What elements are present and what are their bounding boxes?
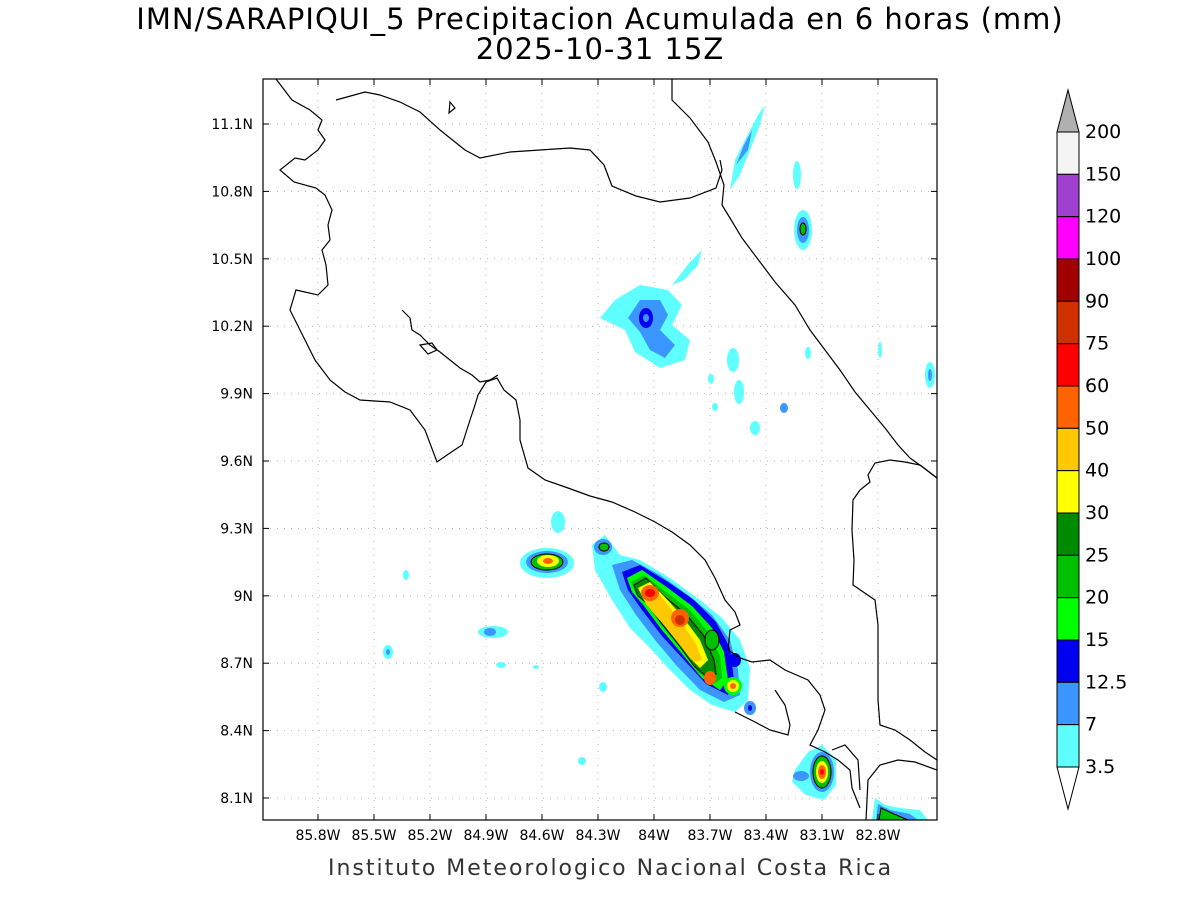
longitude-labels: 85.8W 85.5W 85.2W 84.9W 84.6W 84.3W 84W 83.7W 83… — [295, 79, 901, 844]
precip-cell-southeast — [792, 745, 928, 820]
map-datetime: 2025-10-31 15Z — [475, 32, 725, 66]
colorbar-top-arrow — [1056, 88, 1080, 133]
colorbar-label: 200 — [1085, 121, 1121, 143]
precipitation-fields — [383, 105, 935, 820]
colorbar-label: 90 — [1085, 290, 1109, 312]
lon-label: 85.2W — [407, 828, 452, 844]
colorbar-label: 25 — [1085, 544, 1109, 566]
colorbar-swatch — [1056, 512, 1080, 556]
lon-label: 85.5W — [351, 828, 396, 844]
colorbar-swatch — [1056, 131, 1080, 175]
lat-label: 8.1N — [220, 791, 253, 807]
lat-label: 9.9N — [220, 387, 253, 403]
colorbar-label: 75 — [1085, 333, 1109, 355]
latitude-labels: 11.1N 10.8N 10.5N 10.2N 9.9N 9.6N 9.3N 9N 8.7N 8.… — [211, 117, 937, 807]
lon-label: 85.8W — [295, 828, 340, 844]
colorbar-swatch — [1056, 681, 1080, 726]
lat-label: 9.6N — [220, 454, 253, 470]
colorbar-swatch — [1056, 173, 1080, 218]
precip-cell-central — [600, 250, 935, 435]
lon-label: 84.6W — [519, 828, 564, 844]
colorbar-label: 60 — [1085, 375, 1109, 397]
colorbar-label: 3.5 — [1085, 756, 1115, 778]
lat-label: 11.1N — [211, 117, 253, 133]
lon-label: 84.9W — [463, 828, 508, 844]
colorbar-swatch — [1056, 554, 1080, 599]
colorbar-swatch — [1056, 724, 1080, 768]
colorbar-label: 40 — [1085, 460, 1109, 482]
plot-frame — [262, 78, 938, 821]
precip-cell-west — [383, 511, 607, 765]
lat-label: 8.4N — [220, 724, 253, 740]
lon-label: 83.1W — [799, 828, 844, 844]
colorbar-swatch — [1056, 639, 1080, 683]
colorbar-label: 120 — [1085, 206, 1121, 228]
lat-label: 10.5N — [211, 252, 253, 268]
colorbar-swatch — [1056, 300, 1080, 345]
colorbar-label: 20 — [1085, 587, 1109, 609]
coastlines — [275, 79, 937, 820]
precip-cell-north-2 — [793, 161, 812, 250]
lat-label: 9.3N — [220, 521, 253, 537]
colorbar-label: 12.5 — [1085, 671, 1127, 693]
lat-label: 10.2N — [211, 319, 253, 335]
lon-label: 84.3W — [575, 828, 620, 844]
lat-label: 8.7N — [220, 656, 253, 672]
lat-label: 10.8N — [211, 184, 253, 200]
colorbar-swatch — [1056, 470, 1080, 514]
colorbar-label: 50 — [1085, 417, 1109, 439]
colorbar-label: 100 — [1085, 248, 1121, 270]
colorbar-swatch — [1056, 427, 1080, 472]
colorbar-swatch — [1056, 385, 1080, 429]
colorbar-label: 7 — [1085, 714, 1097, 736]
colorbar-swatch — [1056, 258, 1080, 302]
colorbar-swatch — [1056, 216, 1080, 260]
lon-label: 83.4W — [743, 828, 788, 844]
map-title: IMN/SARAPIQUI_5 Precipitacion Acumulada … — [136, 2, 1064, 36]
colorbar: 200 150 120 100 90 75 60 50 40 30 25 20 15 12.5 7 3.5 — [1056, 88, 1127, 811]
colorbar-label: 15 — [1085, 629, 1109, 651]
lon-label: 84W — [638, 828, 670, 844]
lon-label: 82.8W — [855, 828, 900, 844]
grid-lines — [263, 79, 937, 820]
colorbar-swatch — [1056, 597, 1080, 641]
colorbar-label: 150 — [1085, 163, 1121, 185]
colorbar-label: 30 — [1085, 502, 1109, 524]
lat-label: 9N — [234, 589, 253, 605]
footer-credit: Instituto Meteorologico Nacional Costa R… — [328, 856, 894, 881]
lon-label: 83.7W — [687, 828, 732, 844]
precip-cell-north-1 — [730, 105, 765, 190]
colorbar-bottom-arrow — [1056, 766, 1080, 811]
colorbar-swatch — [1056, 343, 1080, 387]
precip-band-south — [592, 535, 756, 715]
